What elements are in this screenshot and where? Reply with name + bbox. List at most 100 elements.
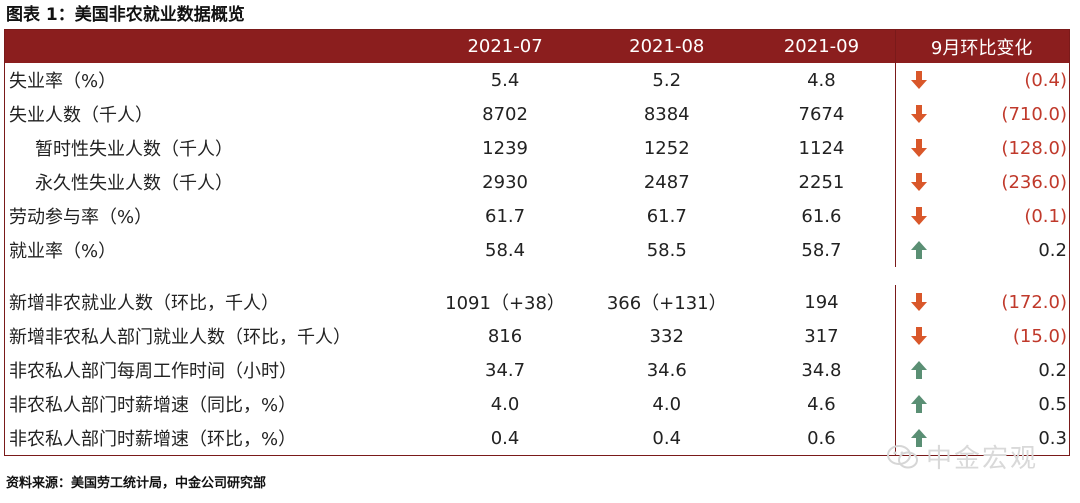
cell-2021-08: 2487 xyxy=(643,171,690,193)
cell-change: (15.0) xyxy=(895,319,1069,353)
table-row: 失业人数（千人） 8702 8384 7674 (710.0) xyxy=(5,97,1069,131)
table-row: 非农私人部门每周工作时间（小时） 34.7 34.6 34.8 0.2 xyxy=(5,353,1069,387)
cell-change: (710.0) xyxy=(895,97,1069,131)
row-label: 就业率（%） xyxy=(9,241,117,262)
change-value: (0.1) xyxy=(1024,205,1067,227)
cell-2021-08: 4.0 xyxy=(652,393,682,415)
row-label: 暂时性失业人数（千人） xyxy=(35,139,233,160)
cell-change: (236.0) xyxy=(895,165,1069,199)
cell-2021-08: 5.2 xyxy=(652,69,682,91)
header-2021-08: 2021-08 xyxy=(629,36,705,57)
change-value: (236.0) xyxy=(1001,171,1067,193)
header-change: 9月环比变化 xyxy=(895,30,1069,63)
data-table: 2021-07 2021-08 2021-09 9月环比变化 失业率（%） 5.4… xyxy=(4,29,1070,456)
table-row: 永久性失业人数（千人） 2930 2487 2251 (236.0) xyxy=(5,165,1069,199)
table-row: 失业率（%） 5.4 5.2 4.8 (0.4) xyxy=(5,63,1069,97)
cell-2021-07: 1091（+38） xyxy=(445,293,565,314)
cell-2021-09: 1124 xyxy=(798,137,845,159)
arrow-up-icon xyxy=(911,361,928,379)
arrow-down-icon xyxy=(911,139,928,157)
cell-2021-08: 34.6 xyxy=(646,359,687,381)
cell-change: (172.0) xyxy=(895,285,1069,319)
cell-2021-07: 4.0 xyxy=(490,393,520,415)
row-label: 新增非农就业人数（环比，千人） xyxy=(9,293,279,314)
table-row: 非农私人部门时薪增速（同比，%） 4.0 4.0 4.6 0.5 xyxy=(5,387,1069,421)
table-body: 失业率（%） 5.4 5.2 4.8 (0.4) 失业人数（千人） 8702 8384 7674… xyxy=(5,63,1069,455)
table-row: 暂时性失业人数（千人） 1239 1252 1124 (128.0) xyxy=(5,131,1069,165)
change-value: 0.3 xyxy=(1038,427,1067,449)
table-row: 新增非农私人部门就业人数（环比，千人） 816 332 317 (15.0) xyxy=(5,319,1069,353)
change-value: (128.0) xyxy=(1001,137,1067,159)
table-row: 非农私人部门时薪增速（环比，%） 0.4 0.4 0.6 0.3 xyxy=(5,421,1069,455)
arrow-down-icon xyxy=(911,105,928,123)
cell-2021-07: 816 xyxy=(487,325,523,347)
row-label: 永久性失业人数（千人） xyxy=(35,173,233,194)
header-2021-07: 2021-07 xyxy=(467,36,543,57)
cell-2021-08: 0.4 xyxy=(652,427,682,449)
cell-2021-07: 5.4 xyxy=(490,69,520,91)
cell-change: 0.2 xyxy=(895,353,1069,387)
cell-2021-09: 4.8 xyxy=(807,69,836,91)
cell-2021-09: 34.8 xyxy=(801,359,842,381)
arrow-up-icon xyxy=(911,395,928,413)
change-value: (15.0) xyxy=(1012,325,1067,347)
table-row: 新增非农就业人数（环比，千人） 1091（+38） 366（+131） 194 (172… xyxy=(5,285,1069,319)
row-label: 劳动参与率（%） xyxy=(9,207,153,228)
row-label: 失业人数（千人） xyxy=(9,105,153,126)
cell-2021-08: 8384 xyxy=(643,103,690,125)
cell-change: 0.5 xyxy=(895,387,1069,421)
cell-2021-09: 7674 xyxy=(798,103,845,125)
table-row: 就业率（%） 58.4 58.5 58.7 0.2 xyxy=(5,233,1069,267)
arrow-down-icon xyxy=(911,293,928,311)
cell-2021-09: 4.6 xyxy=(807,393,836,415)
cell-change: (0.1) xyxy=(895,199,1069,233)
source-note: 资料来源：美国劳工统计局，中金公司研究部 xyxy=(6,476,267,491)
cell-2021-09: 61.6 xyxy=(801,205,842,227)
cell-change: 0.2 xyxy=(895,233,1069,267)
wechat-icon xyxy=(887,444,918,468)
row-label: 新增非农私人部门就业人数（环比，千人） xyxy=(9,327,351,348)
cell-2021-07: 34.7 xyxy=(485,359,526,381)
cell-2021-08: 1252 xyxy=(643,137,690,159)
cell-change: (0.4) xyxy=(895,63,1069,97)
header-2021-09: 2021-09 xyxy=(783,36,860,57)
change-value: (710.0) xyxy=(1001,103,1067,125)
arrow-up-icon xyxy=(911,429,928,447)
cell-2021-07: 8702 xyxy=(482,103,528,125)
cell-change: (128.0) xyxy=(895,131,1069,165)
cell-2021-07: 61.7 xyxy=(485,205,526,227)
cell-2021-07: 0.4 xyxy=(490,427,520,449)
table-header: 2021-07 2021-08 2021-09 9月环比变化 xyxy=(5,30,1069,63)
table-row: 劳动参与率（%） 61.7 61.7 61.6 (0.1) xyxy=(5,199,1069,233)
watermark: 中金宏观 xyxy=(886,438,1038,475)
cell-2021-08: 61.7 xyxy=(646,205,687,227)
cell-2021-09: 2251 xyxy=(798,171,845,193)
cell-2021-08: 366（+131） xyxy=(606,293,727,314)
cell-2021-07: 1239 xyxy=(482,137,528,159)
cell-2021-07: 58.4 xyxy=(485,239,526,261)
cell-2021-09: 58.7 xyxy=(801,239,842,261)
cell-2021-08: 58.5 xyxy=(646,239,687,261)
change-value: 0.2 xyxy=(1038,359,1067,381)
change-value: 0.5 xyxy=(1038,393,1067,415)
cell-2021-09: 194 xyxy=(804,291,839,313)
cell-2021-08: 332 xyxy=(649,325,684,347)
change-value: (172.0) xyxy=(1001,291,1067,313)
cell-2021-07: 2930 xyxy=(482,171,528,193)
change-value: (0.4) xyxy=(1024,69,1067,91)
cell-change: 0.3 xyxy=(895,421,1069,455)
arrow-down-icon xyxy=(911,327,928,345)
row-label: 非农私人部门时薪增速（环比，%） xyxy=(9,429,297,450)
arrow-down-icon xyxy=(911,71,928,89)
watermark-text: 中金宏观 xyxy=(926,444,1039,474)
table-title: 图表 1：美国非农就业数据概览 xyxy=(6,5,245,25)
change-value: 0.2 xyxy=(1038,239,1067,261)
arrow-up-icon xyxy=(911,241,928,259)
cell-2021-09: 0.6 xyxy=(807,427,836,449)
row-label: 非农私人部门时薪增速（同比，%） xyxy=(9,395,297,416)
row-label: 非农私人部门每周工作时间（小时） xyxy=(9,361,297,382)
arrow-down-icon xyxy=(911,173,928,191)
cell-2021-09: 317 xyxy=(804,325,839,347)
row-label: 失业率（%） xyxy=(9,71,117,92)
arrow-down-icon xyxy=(911,207,928,225)
